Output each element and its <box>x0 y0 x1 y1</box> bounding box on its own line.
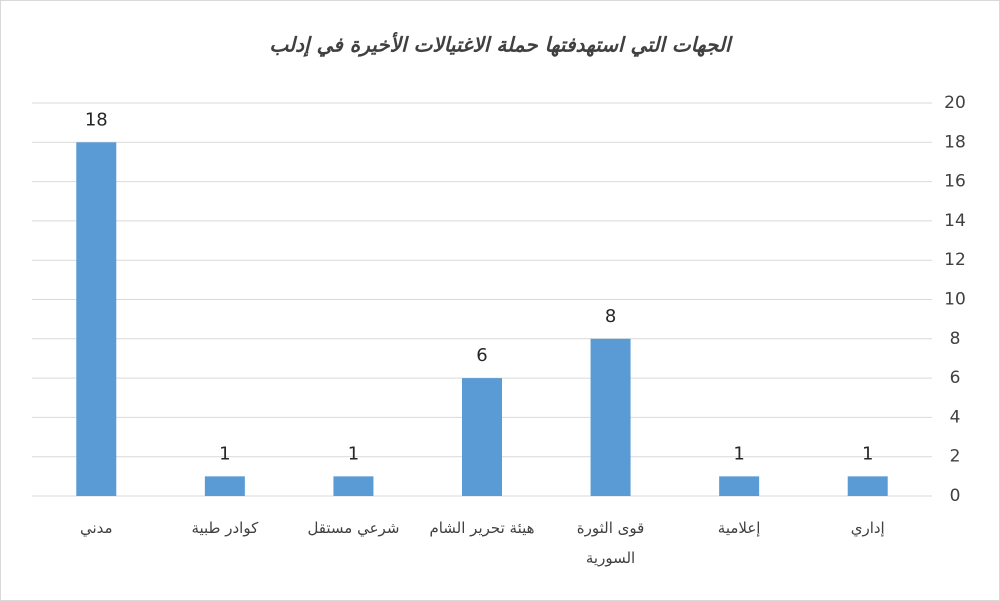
value-label: 18 <box>85 109 108 130</box>
bar <box>847 476 888 496</box>
x-tick-label: إعلامية <box>717 519 761 537</box>
x-tick-label: شرعي مستقل <box>307 519 400 537</box>
x-tick-label: مدني <box>79 519 113 537</box>
y-tick-label: 18 <box>944 132 966 152</box>
x-tick-label: هيئة تحرير الشام <box>429 519 535 537</box>
value-label: 1 <box>733 443 744 464</box>
x-tick-label: كوادر طبية <box>191 519 259 537</box>
y-tick-label: 10 <box>944 290 966 310</box>
y-tick-label: 12 <box>944 250 966 270</box>
bar <box>204 476 245 496</box>
y-tick-label: 0 <box>950 486 961 506</box>
bar <box>76 142 117 497</box>
y-tick-label: 6 <box>950 368 961 388</box>
value-label: 6 <box>476 345 487 366</box>
bar <box>462 378 502 496</box>
value-label: 8 <box>605 306 616 327</box>
bar <box>590 338 631 496</box>
y-tick-label: 8 <box>950 329 961 349</box>
value-label: 1 <box>219 443 230 464</box>
bar <box>719 476 760 496</box>
y-tick-label: 4 <box>950 407 961 427</box>
x-tick-label: إداري <box>850 519 885 537</box>
y-tick-label: 2 <box>950 447 961 467</box>
bar <box>333 476 374 496</box>
y-tick-label: 14 <box>944 211 966 231</box>
x-tick-label: قوى الثورة السورية <box>576 519 645 567</box>
chart-title: الجهات التي استهدفتها حملة الاغتيالات ال… <box>269 32 733 58</box>
y-tick-label: 20 <box>944 93 966 113</box>
value-label: 1 <box>862 443 873 464</box>
y-tick-label: 16 <box>944 172 966 192</box>
value-label: 1 <box>348 443 359 464</box>
